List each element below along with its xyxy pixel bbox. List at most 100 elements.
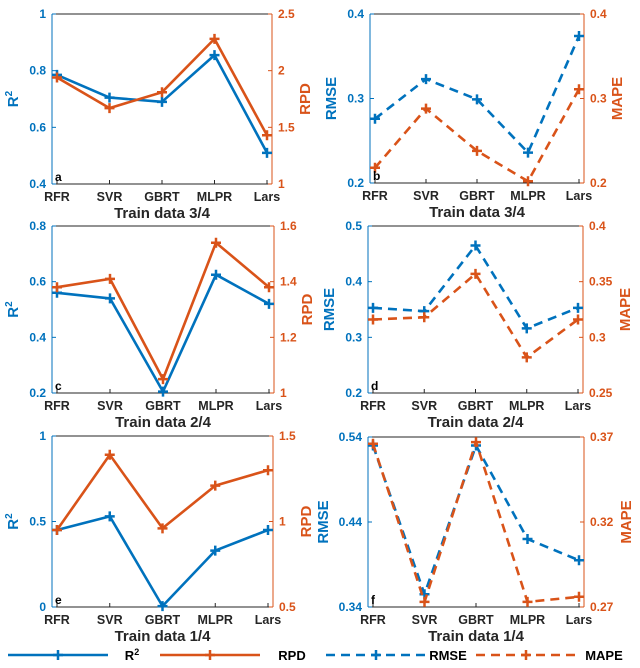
data-point-rmse: [521, 323, 532, 334]
data-point-rmse: [573, 302, 583, 313]
data-point-rpd: [52, 282, 62, 293]
right-y-tick-label: 1: [279, 515, 286, 529]
x-tick-label: SVR: [97, 613, 123, 627]
left-y-tick-label: 0.44: [339, 515, 363, 529]
x-tick-label: SVR: [97, 190, 123, 204]
data-point-r2: [262, 147, 272, 158]
data-point-rpd: [264, 282, 274, 293]
left-y-tick-label: 0.54: [339, 430, 363, 444]
data-point-rpd: [158, 374, 168, 385]
right-y-tick-label: 1.5: [278, 120, 295, 134]
left-y-axis-label-superscript: 2: [4, 301, 15, 307]
data-point-mape: [523, 176, 533, 187]
left-y-tick-label: 0.4: [345, 275, 362, 289]
left-y-axis-label-superscript: 2: [4, 90, 15, 96]
data-point-r2: [210, 545, 221, 556]
legend-item-r2: R2: [8, 647, 139, 663]
x-tick-label: Lars: [566, 613, 592, 627]
legend: R2 RPD RMSE MAPE: [8, 647, 623, 663]
data-point-rpd: [52, 525, 62, 536]
x-tick-label: MLPR: [510, 189, 545, 203]
series-line-mape: [374, 88, 581, 183]
right-y-tick-label: 0.4: [590, 7, 607, 21]
data-point-rpd: [209, 33, 220, 44]
data-point-mape: [521, 352, 532, 363]
left-y-axis-label: R2: [4, 90, 22, 107]
data-point-mape: [522, 596, 533, 607]
x-tick-label: SVR: [413, 189, 439, 203]
x-tick-label: GBRT: [145, 613, 181, 627]
data-point-r2: [158, 386, 168, 397]
data-point-rpd: [52, 72, 62, 83]
x-tick-label: Lars: [255, 613, 281, 627]
data-point-rpd: [157, 523, 168, 534]
right-y-tick-label: 0.27: [590, 600, 614, 614]
x-tick-label: Lars: [256, 399, 282, 413]
x-tick-label: RFR: [360, 399, 386, 413]
left-y-axis-label: RMSE: [323, 77, 340, 120]
left-y-axis-label: R2: [4, 301, 22, 318]
right-y-axis-label: MAPE: [617, 288, 634, 331]
left-y-tick-label: 1: [39, 429, 46, 443]
data-point-mape: [471, 437, 481, 448]
right-y-tick-label: 1: [278, 177, 285, 191]
panel-letter-label: b: [373, 169, 380, 183]
series-line-rpd: [56, 37, 269, 136]
x-tick-label: Lars: [254, 190, 280, 204]
data-point-r2: [157, 601, 168, 612]
data-point-rmse: [574, 30, 584, 41]
data-point-r2: [263, 525, 273, 536]
left-y-tick-label: 0.2: [345, 386, 362, 400]
data-point-r2: [105, 293, 115, 304]
right-y-axis-label: MAPE: [609, 77, 626, 120]
left-y-axis-label: RMSE: [321, 288, 338, 331]
data-point-rpd: [263, 465, 273, 476]
data-point-rmse: [470, 240, 481, 251]
right-y-axis-label: MAPE: [618, 500, 635, 543]
x-tick-label: SVR: [97, 399, 123, 413]
legend-marker: [521, 650, 531, 660]
right-y-tick-label: 2.5: [278, 7, 295, 21]
left-y-tick-label: 0.8: [29, 219, 46, 233]
series-line-mape: [372, 272, 579, 359]
right-y-tick-label: 1.2: [280, 330, 297, 344]
data-point-mape: [574, 84, 584, 95]
x-axis-title: Train data 2/4: [115, 414, 212, 431]
data-point-mape: [419, 596, 430, 607]
legend-marker: [371, 650, 381, 660]
data-point-rmse: [523, 147, 533, 158]
right-y-tick-label: 0.35: [589, 275, 613, 289]
x-tick-label: RFR: [44, 399, 70, 413]
legend-item-rpd: RPD: [160, 648, 306, 663]
data-point-r2: [104, 511, 115, 522]
series-line-rmse: [371, 444, 580, 596]
chart-panel-c: 0.2 0.4 0.6 0.8 1 1.2 1.4 1.6 RFR SVR GBRT MLPR Lars…: [4, 219, 316, 431]
left-y-tick-label: 0.3: [345, 330, 362, 344]
left-y-tick-label: 0.4: [29, 330, 46, 344]
series-line-mape: [371, 440, 580, 604]
left-y-axis-label: R2: [4, 513, 22, 530]
right-y-tick-label: 0.4: [589, 219, 606, 233]
x-tick-label: GBRT: [458, 613, 494, 627]
panel-letter-label: f: [371, 593, 376, 607]
right-y-tick-label: 1.5: [279, 429, 296, 443]
x-tick-label: MLPR: [198, 399, 233, 413]
right-y-tick-label: 1.4: [280, 275, 297, 289]
left-y-tick-label: 0.5: [345, 219, 362, 233]
data-point-rpd: [157, 87, 167, 98]
chart-panel-a: 0.4 0.6 0.8 1 1 1.5 2 2.5 RFR SVR GBRT MLPR Lars R2 RP…: [4, 7, 314, 222]
panel-letter-label: d: [371, 379, 378, 393]
data-point-rpd: [211, 237, 221, 248]
legend-item-mape: MAPE: [476, 648, 623, 663]
x-tick-label: RFR: [44, 190, 70, 204]
legend-label-superscript: 2: [134, 647, 139, 657]
left-y-tick-label: 0.5: [29, 515, 46, 529]
data-point-r2: [211, 269, 221, 280]
x-tick-label: RFR: [44, 613, 70, 627]
legend-item-rmse: RMSE: [326, 648, 467, 663]
data-point-mape: [368, 438, 378, 449]
data-point-mape: [472, 145, 482, 156]
data-point-rmse: [368, 302, 378, 313]
right-y-tick-label: 0.3: [590, 92, 607, 106]
